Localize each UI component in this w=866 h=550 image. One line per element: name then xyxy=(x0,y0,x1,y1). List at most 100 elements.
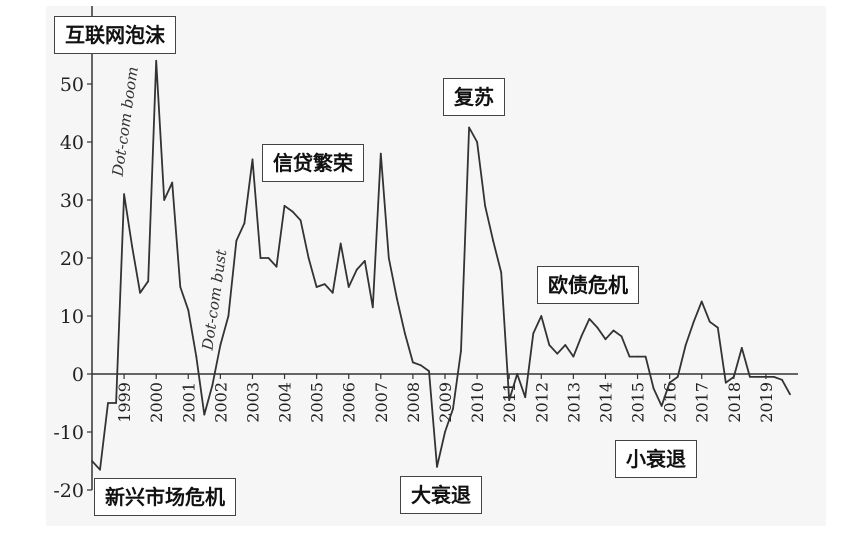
y-tick-label: -10 xyxy=(53,422,84,444)
x-tick-label: 2013 xyxy=(564,382,583,423)
data-point xyxy=(468,126,470,129)
data-point xyxy=(179,286,182,288)
x-tick-label: 2012 xyxy=(532,382,551,423)
data-point xyxy=(331,291,334,294)
data-point xyxy=(211,384,214,387)
data-point xyxy=(700,300,703,303)
data-point xyxy=(420,364,422,367)
data-point xyxy=(724,381,727,384)
y-tick-label: 40 xyxy=(60,132,84,154)
data-point xyxy=(765,376,767,378)
data-point xyxy=(371,306,374,309)
data-point xyxy=(708,320,711,323)
data-point xyxy=(275,265,278,268)
data-point xyxy=(692,320,695,323)
data-point xyxy=(556,352,559,355)
data-point xyxy=(404,332,406,335)
data-point xyxy=(107,402,109,404)
data-point xyxy=(500,271,503,274)
data-point xyxy=(732,376,735,378)
data-point xyxy=(740,347,743,349)
rotated-note: Dot-com bust xyxy=(198,247,230,352)
x-tick-label: 2003 xyxy=(243,382,262,423)
annotation-em-crisis: 新兴市场危机 xyxy=(94,478,236,516)
data-point xyxy=(171,181,174,184)
chart-panel: -20 -10 0 10 20 30 40 50 1999 2000 2001 2002 2003 200… xyxy=(46,6,826,526)
data-point xyxy=(347,286,350,288)
data-point xyxy=(749,376,751,378)
annotation-credit-boom: 信贷繁荣 xyxy=(262,144,364,182)
data-point xyxy=(323,283,326,285)
data-point xyxy=(139,291,141,294)
x-tick-label: 1999 xyxy=(115,382,134,423)
data-point xyxy=(307,257,310,259)
x-tick-label: 2009 xyxy=(436,382,455,423)
data-point xyxy=(219,344,222,346)
data-point xyxy=(548,344,551,346)
data-point xyxy=(524,396,527,399)
y-tick-label: 20 xyxy=(60,248,84,270)
data-point xyxy=(773,376,775,378)
data-point xyxy=(115,402,117,404)
data-point xyxy=(540,315,543,317)
data-point xyxy=(516,373,519,375)
line-chart: -20 -10 0 10 20 30 40 50 1999 2000 2001 2002 2003 200… xyxy=(53,6,798,502)
data-point xyxy=(588,318,591,320)
data-point xyxy=(484,204,486,207)
data-point xyxy=(620,335,623,338)
y-tick-label: 50 xyxy=(60,74,84,96)
data-point xyxy=(492,239,494,242)
data-point xyxy=(572,355,575,358)
data-point xyxy=(580,335,583,338)
data-point xyxy=(612,329,615,332)
x-tick-label: 2000 xyxy=(147,382,166,423)
data-point xyxy=(387,257,390,259)
data-point xyxy=(131,245,133,248)
data-point xyxy=(396,297,398,300)
y-tick-label: -20 xyxy=(53,480,84,502)
x-tick-label: 2002 xyxy=(211,382,230,423)
x-tick-label: 2010 xyxy=(468,382,487,423)
data-point xyxy=(564,344,567,346)
y-tick-label: 30 xyxy=(60,190,84,212)
data-point xyxy=(283,204,286,207)
data-point xyxy=(644,355,647,358)
x-tick-label: 2015 xyxy=(629,382,648,423)
data-point xyxy=(412,361,414,364)
y-tick-label: 10 xyxy=(60,306,84,328)
data-point xyxy=(315,286,318,288)
annotation-great-recession: 大衰退 xyxy=(400,476,482,514)
x-tick-label: 2006 xyxy=(340,382,359,423)
x-tick-label: 2017 xyxy=(693,382,712,423)
x-tick-label: 2019 xyxy=(757,382,776,423)
data-point xyxy=(636,355,639,358)
data-point xyxy=(299,219,302,222)
data-point xyxy=(668,381,671,384)
x-tick-label: 2018 xyxy=(725,382,744,423)
y-tick-label: 0 xyxy=(72,364,84,386)
data-point xyxy=(660,405,663,407)
annotation-dotcom-bubble: 互联网泡沫 xyxy=(54,16,176,54)
data-point xyxy=(243,222,246,225)
data-point xyxy=(291,210,294,213)
series-line-0 xyxy=(91,59,791,471)
data-point xyxy=(428,370,430,372)
data-point xyxy=(652,387,655,390)
data-point xyxy=(604,338,607,341)
data-point xyxy=(251,158,254,161)
data-point xyxy=(195,355,198,358)
data-point xyxy=(460,349,462,352)
data-point xyxy=(781,378,783,381)
data-point xyxy=(716,326,719,329)
x-tick-label: 2005 xyxy=(308,382,327,423)
data-point xyxy=(684,344,687,346)
data-point xyxy=(444,431,446,433)
data-point xyxy=(452,407,454,410)
data-point xyxy=(628,355,631,358)
data-point xyxy=(789,393,791,396)
data-point xyxy=(91,460,93,462)
x-tick-label: 2008 xyxy=(404,382,423,423)
data-point xyxy=(339,242,342,245)
annotation-recovery: 复苏 xyxy=(443,78,505,116)
data-point xyxy=(757,376,759,378)
